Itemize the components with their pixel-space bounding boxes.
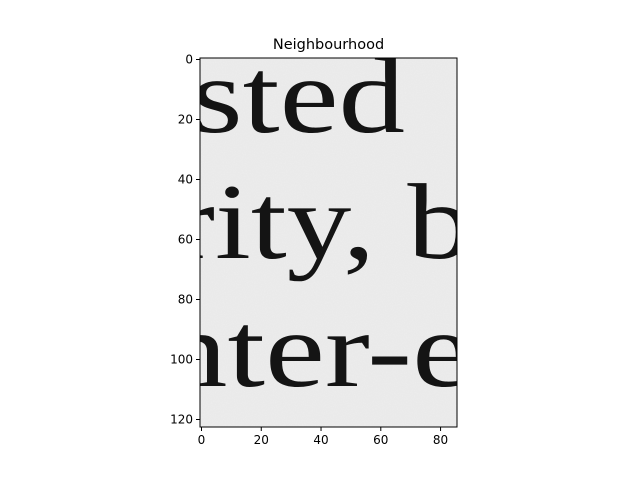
- y-tick-label: 20: [178, 113, 193, 127]
- text-line-2: rity, b: [172, 163, 472, 282]
- x-tick-label: 20: [254, 433, 269, 447]
- chart-title: Neighbourhood: [273, 37, 384, 53]
- x-tick-label: 80: [433, 433, 448, 447]
- y-tick-label: 100: [170, 353, 193, 367]
- text-line-1: sted: [191, 37, 405, 156]
- paper-background: [200, 58, 457, 427]
- y-tick-label: 80: [178, 293, 193, 307]
- text-line-3: nter-e: [160, 291, 472, 410]
- y-tick-label: 120: [170, 413, 193, 427]
- image-content: sted rity, b nter-e: [160, 37, 472, 427]
- x-axis: 0 20 40 60 80: [198, 427, 448, 447]
- y-tick-label: 0: [185, 53, 193, 67]
- x-tick-label: 60: [373, 433, 388, 447]
- x-tick-label: 0: [198, 433, 206, 447]
- axes-frame: [199, 57, 458, 428]
- x-tick-label: 40: [313, 433, 328, 447]
- y-tick-label: 60: [178, 233, 193, 247]
- y-axis: 0 20 40 60 80 100 120: [170, 53, 200, 427]
- y-tick-label: 40: [178, 173, 193, 187]
